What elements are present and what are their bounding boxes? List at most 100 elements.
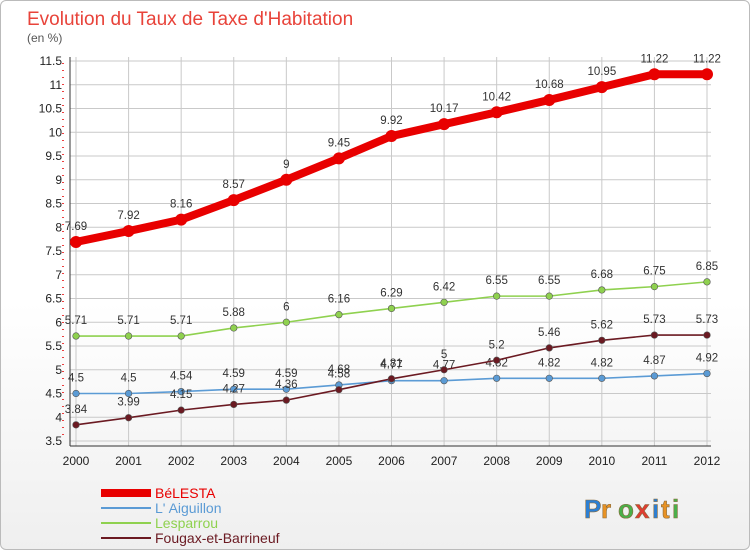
y-tick-label: 11.5 bbox=[40, 54, 63, 68]
data-point bbox=[650, 283, 659, 291]
series-layer: 4.5 4.5 4.54 4.59 4.59 4.68 4.77 4.77 4.82 4.82 4.… bbox=[65, 53, 721, 429]
series-3: 5.71 5.71 5.71 5.88 6 6.16 6.29 6.42 6.55 6.55 6.6… bbox=[65, 261, 718, 340]
data-point bbox=[598, 374, 606, 382]
x-tick-label: 2006 bbox=[378, 454, 405, 468]
data-label: 4.82 bbox=[591, 357, 613, 369]
logo-letter: i bbox=[652, 494, 659, 524]
x-tick-label: 2005 bbox=[326, 454, 353, 468]
data-point bbox=[280, 173, 293, 186]
data-label: 4.27 bbox=[223, 383, 245, 395]
x-tick-label: 2003 bbox=[220, 454, 247, 468]
data-label: 3.99 bbox=[117, 397, 139, 409]
y-tick-label: 9 bbox=[55, 173, 62, 187]
data-label: 7.92 bbox=[117, 210, 139, 222]
data-point bbox=[70, 235, 82, 248]
data-label: 5 bbox=[441, 349, 447, 361]
data-label: 5.73 bbox=[643, 314, 665, 326]
data-label: 6.68 bbox=[591, 269, 613, 281]
data-point bbox=[545, 292, 553, 300]
legend-label: L' Aiguillon bbox=[155, 500, 222, 516]
data-label: 4.77 bbox=[380, 360, 402, 372]
data-point bbox=[282, 396, 290, 404]
chart-title: Evolution du Taux de Taxe d'Habitation bbox=[27, 9, 353, 30]
data-label: 4.81 bbox=[380, 358, 402, 370]
data-label: 4.15 bbox=[170, 389, 192, 401]
data-label: 10.42 bbox=[482, 91, 511, 103]
legend-label: BéLESTA bbox=[155, 485, 216, 501]
y-tick-label: 4 bbox=[55, 410, 62, 424]
data-point bbox=[177, 406, 185, 414]
data-label: 6.85 bbox=[696, 261, 718, 273]
x-tick-label: 2002 bbox=[168, 454, 195, 468]
data-label: 10.95 bbox=[587, 66, 616, 78]
y-tick-label: 6 bbox=[55, 315, 62, 329]
data-point bbox=[440, 298, 448, 306]
data-point bbox=[598, 336, 606, 344]
data-point bbox=[595, 81, 608, 94]
data-point bbox=[703, 278, 711, 286]
data-point bbox=[438, 118, 451, 131]
data-point bbox=[124, 332, 133, 340]
data-label: 6 bbox=[283, 301, 289, 313]
data-label: 9.45 bbox=[328, 137, 350, 149]
data-label: 9 bbox=[283, 159, 289, 171]
data-point bbox=[72, 389, 80, 398]
data-label: 4.36 bbox=[275, 379, 297, 391]
data-point bbox=[230, 400, 238, 409]
logo-letter: i bbox=[672, 494, 679, 524]
data-point bbox=[387, 375, 396, 383]
y-tick-label: 11 bbox=[50, 78, 63, 92]
data-point bbox=[177, 388, 185, 396]
data-label: 9.92 bbox=[380, 115, 402, 127]
data-point bbox=[282, 318, 290, 326]
data-label: 4.59 bbox=[275, 368, 297, 380]
x-tick-label: 2001 bbox=[115, 454, 142, 468]
data-point bbox=[440, 377, 448, 385]
series-2: 4.5 4.5 4.54 4.59 4.59 4.68 4.77 4.77 4.82 4.82 4.… bbox=[68, 353, 718, 398]
legend-label: Fougax-et-Barrineuf bbox=[155, 530, 280, 546]
legend-item: Lesparrou bbox=[101, 515, 218, 531]
data-label: 6.55 bbox=[485, 275, 507, 287]
data-label: 5.88 bbox=[223, 307, 245, 319]
data-label: 6.42 bbox=[433, 281, 455, 293]
x-tick-label: 2010 bbox=[588, 454, 615, 468]
data-point bbox=[490, 106, 503, 119]
x-tick-label: 2011 bbox=[642, 454, 668, 468]
data-label: 5.71 bbox=[65, 315, 87, 327]
legend-item: Fougax-et-Barrineuf bbox=[101, 530, 280, 546]
logo-letter: r bbox=[601, 494, 611, 524]
data-label: 5.2 bbox=[489, 339, 505, 351]
y-tick-label: 5 bbox=[55, 363, 62, 377]
data-label: 6.29 bbox=[380, 287, 402, 299]
data-point bbox=[122, 225, 135, 238]
data-point bbox=[335, 386, 343, 394]
data-point bbox=[227, 194, 240, 207]
x-tick-label: 2012 bbox=[694, 454, 721, 468]
logo-letter: P bbox=[584, 494, 601, 524]
data-point bbox=[650, 372, 659, 380]
x-tick-label: 2004 bbox=[273, 454, 300, 468]
data-label: 5.62 bbox=[591, 319, 613, 331]
data-point bbox=[703, 331, 711, 339]
data-point bbox=[124, 414, 133, 422]
data-point bbox=[701, 68, 713, 81]
data-point bbox=[598, 286, 606, 294]
data-point bbox=[545, 344, 553, 352]
chart-subtitle: (en %) bbox=[27, 31, 62, 45]
data-label: 11.22 bbox=[693, 53, 721, 65]
data-point bbox=[72, 332, 80, 340]
data-point bbox=[493, 374, 501, 382]
logo-letter: o bbox=[618, 494, 634, 524]
data-point bbox=[387, 304, 396, 313]
data-label: 7.69 bbox=[65, 221, 87, 233]
data-label: 5.46 bbox=[538, 327, 560, 339]
y-tick-label: 4.5 bbox=[45, 387, 62, 401]
data-label: 4.92 bbox=[696, 353, 718, 365]
data-label: 6.75 bbox=[643, 266, 665, 278]
data-label: 10.68 bbox=[535, 79, 564, 91]
data-point bbox=[385, 130, 398, 143]
legend-item: BéLESTA bbox=[101, 485, 216, 501]
data-label: 8.16 bbox=[170, 199, 192, 211]
